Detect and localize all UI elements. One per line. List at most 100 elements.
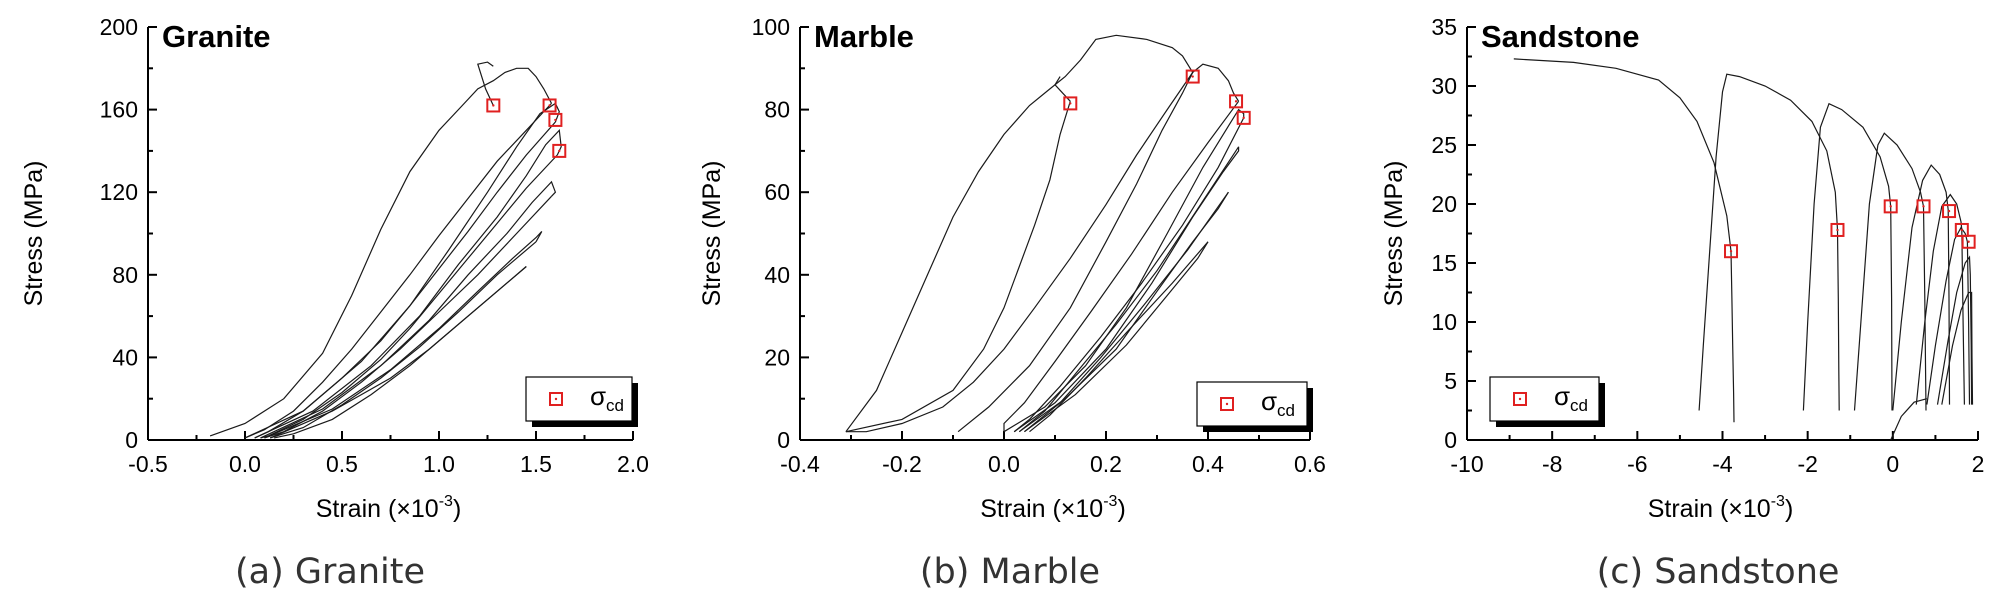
y-tick-label: 0 [777, 427, 790, 453]
stress-strain-curve-3 [244, 102, 560, 439]
panel-title: Marble [814, 19, 914, 54]
x-axis-label-exponent: -3 [1771, 493, 1785, 510]
legend-marker [549, 392, 563, 406]
stress-strain-curve-4 [1054, 76, 1071, 102]
stress-strain-curve-9 [1941, 291, 1974, 405]
y-tick-label: 120 [100, 179, 138, 205]
sigma-cd-marker [1942, 204, 1957, 219]
stress-strain-curve-9 [264, 230, 543, 439]
y-tick-label: 0 [1444, 427, 1457, 453]
x-axis-label-end: ) [1117, 495, 1125, 523]
y-tick-label: 20 [764, 344, 790, 370]
stress-strain-curve-6 [1915, 193, 1965, 405]
stress-strain-curve-5 [254, 128, 562, 439]
y-tick-label: 80 [112, 262, 138, 288]
legend-symbol: σ [590, 381, 606, 411]
sigma-cd-marker [1916, 199, 1931, 214]
legend-subscript: cd [1570, 396, 1588, 415]
stress-strain-curve-6 [260, 154, 558, 439]
stress-strain-curve-2 [1698, 73, 1840, 411]
x-tick-label: 2 [1972, 451, 1985, 477]
x-tick-label: -2 [1797, 451, 1817, 477]
x-tick-label: 1.0 [423, 451, 455, 477]
stress-strain-curve-9 [1013, 146, 1240, 433]
sigma-cd-marker [1229, 94, 1244, 109]
stress-strain-curve-8 [1936, 255, 1973, 405]
legend-marker-dot [1518, 397, 1522, 401]
sigma-cd-marker-dot [1234, 100, 1238, 103]
x-tick-label: 0.0 [229, 451, 261, 477]
stress-strain-curve-10 [1018, 146, 1240, 433]
stress-strain-curve-13 [1024, 241, 1209, 433]
stress-strain-curve-8 [264, 195, 552, 439]
stress-strain-curve-1 [845, 34, 1194, 433]
y-tick-label: 5 [1444, 368, 1457, 394]
x-axis-label-main: Strain (×10 [980, 495, 1103, 523]
stress-strain-curve-7 [1926, 226, 1971, 405]
sigma-cd-marker [1236, 110, 1251, 125]
y-tick-label: 0 [125, 427, 138, 453]
legend: σcd [1489, 376, 1605, 427]
sigma-cd-marker [1883, 199, 1898, 214]
legend-box [525, 376, 633, 422]
legend-marker-dot [554, 397, 558, 401]
y-tick-label: 20 [1431, 191, 1457, 217]
y-tick-label: 40 [764, 262, 790, 288]
y-tick-label: 80 [764, 97, 790, 123]
x-tick-label: 0.6 [1294, 451, 1326, 477]
stress-strain-curve-11 [269, 266, 527, 439]
stress-strain-curve-10 [270, 241, 537, 439]
legend-subscript: cd [606, 396, 624, 415]
x-tick-label: 1.5 [520, 451, 552, 477]
legend-label: σcd [1554, 381, 1588, 415]
y-tick-label: 40 [112, 344, 138, 370]
legend: σcd [1196, 381, 1313, 432]
x-tick-label: -10 [1450, 451, 1483, 477]
y-axis-label: Stress (MPa) [20, 161, 48, 307]
legend-marker-dot [1225, 402, 1229, 406]
y-axis-label: Stress (MPa) [1380, 161, 1408, 307]
legend-marker [1220, 397, 1234, 411]
x-axis-label-exponent: -3 [439, 493, 453, 510]
sigma-cd-marker-dot [1960, 228, 1964, 232]
x-tick-label: -4 [1712, 451, 1733, 477]
sigma-cd-marker-dot [1947, 209, 1951, 213]
sigma-cd-marker-dot [1836, 228, 1839, 232]
stress-strain-curve-4 [1853, 132, 1927, 411]
x-tick-label: 0.4 [1192, 451, 1224, 477]
legend-symbol: σ [1261, 386, 1277, 416]
y-tick-label: 15 [1431, 250, 1457, 276]
y-tick-label: 200 [100, 14, 138, 40]
sigma-cd-marker-dot [548, 104, 551, 107]
y-tick-label: 10 [1431, 309, 1457, 335]
sigma-cd-marker [486, 98, 501, 113]
legend-label: σcd [590, 381, 624, 415]
stress-strain-curve-7 [260, 180, 557, 439]
chart-panel-marble: -0.4 -0.2 0.0 0.2 0.4 0.6 0 20 40 60 80 100 Marble St… [698, 14, 1326, 592]
legend-symbol: σ [1554, 381, 1570, 411]
x-tick-label: 0.5 [326, 451, 358, 477]
x-axis-label-main: Strain (×10 [316, 495, 439, 523]
sigma-cd-marker-dot [558, 149, 561, 153]
x-tick-label: -0.4 [780, 451, 820, 477]
stress-strain-curve-5 [957, 63, 1240, 433]
y-tick-label: 30 [1431, 73, 1457, 99]
stress-strain-curve-1 [1513, 58, 1735, 423]
x-tick-label: -6 [1627, 451, 1647, 477]
sigma-cd-marker [1961, 234, 1976, 249]
sigma-cd-marker-dot [554, 118, 557, 122]
chart-panel-granite: -0.5 0.0 0.5 1.0 1.5 2.0 0 40 80 120 160 200 Granite… [20, 14, 649, 592]
x-tick-label: 0 [1886, 451, 1899, 477]
sigma-cd-marker-dot [1729, 250, 1733, 253]
stress-strain-curve-12 [273, 266, 527, 439]
panel-caption: (b) Marble [920, 552, 1100, 592]
stress-strain-curve-10 [1890, 398, 1928, 441]
stress-strain-curve-14 [1029, 241, 1209, 433]
x-axis-label: Strain (×10-3) [1648, 493, 1794, 523]
x-tick-label: 0.2 [1090, 451, 1122, 477]
legend-label: σcd [1261, 386, 1295, 420]
sigma-cd-marker [1830, 222, 1845, 237]
legend-box [1196, 381, 1308, 427]
stress-strain-curve-3 [1802, 102, 1893, 411]
legend-subscript: cd [1277, 401, 1295, 420]
